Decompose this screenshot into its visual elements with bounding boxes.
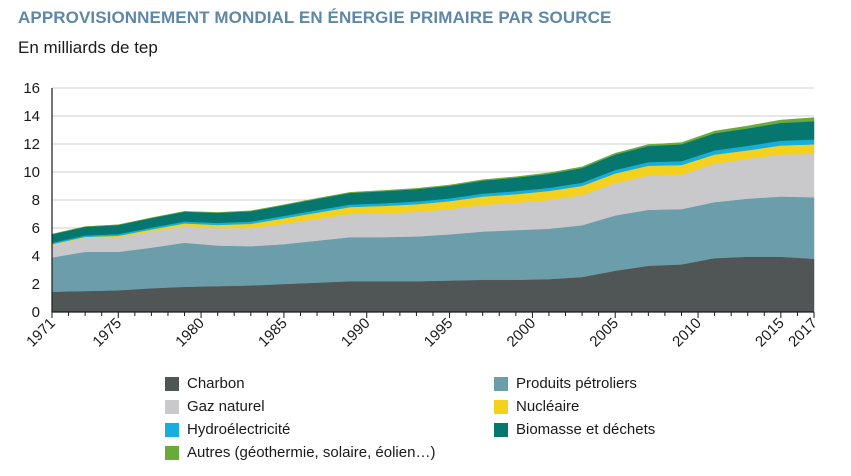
y-tick-label-6: 6 (32, 220, 40, 237)
y-tick-label-0: 0 (32, 304, 40, 321)
y-tick-label-2: 2 (32, 276, 40, 293)
axes (51, 88, 815, 318)
x-tick-label-2000: 2000 (504, 315, 540, 351)
x-tick-label-1990: 1990 (338, 315, 374, 351)
y-tick-label-4: 4 (32, 248, 40, 265)
x-tick-label-2015: 2015 (752, 315, 788, 351)
y-tick-label-8: 8 (32, 192, 40, 209)
y-tick-label-12: 12 (23, 136, 40, 153)
chart-title: APPROVISIONNEMENT MONDIAL EN ÉNERGIE PRI… (18, 8, 612, 27)
x-tick-label-1985: 1985 (255, 315, 291, 351)
x-tick-label-1995: 1995 (421, 315, 457, 351)
y-tick-labels: 0 2 4 6 8 10 12 14 16 (23, 80, 40, 321)
area-series-group (51, 117, 815, 313)
y-tick-label-16: 16 (23, 80, 40, 97)
chart-subtitle: En milliards de tep (18, 38, 158, 57)
y-tick-label-10: 10 (23, 164, 40, 181)
x-tick-labels: 1971 1975 1980 1985 1990 1995 2000 2005 2010 2015… (23, 315, 821, 351)
x-tick-label-1971: 1971 (23, 315, 59, 351)
x-tick-label-2005: 2005 (586, 315, 622, 351)
y-tick-label-14: 14 (23, 108, 40, 125)
area-series-7 (51, 117, 815, 235)
x-tick-label-1980: 1980 (172, 315, 208, 351)
x-tick-label-2010: 2010 (669, 315, 705, 351)
x-tick-label-1975: 1975 (89, 315, 125, 351)
x-tick-label-2017: 2017 (785, 315, 821, 351)
